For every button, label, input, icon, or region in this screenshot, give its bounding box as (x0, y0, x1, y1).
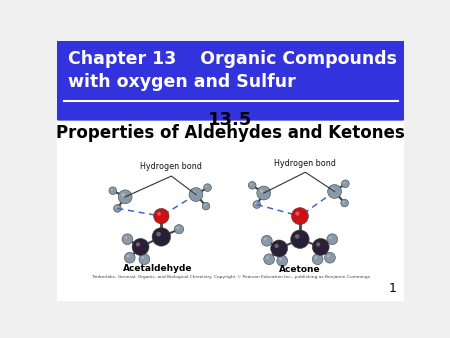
Text: Acetaldehyde: Acetaldehyde (123, 264, 192, 273)
Circle shape (127, 255, 130, 258)
Circle shape (153, 209, 169, 224)
Circle shape (328, 185, 342, 198)
Text: Chapter 13    Organic Compounds
with oxygen and Sulfur: Chapter 13 Organic Compounds with oxygen… (68, 50, 397, 91)
Circle shape (250, 183, 252, 185)
Circle shape (141, 256, 144, 259)
Circle shape (118, 190, 132, 204)
Text: 1: 1 (388, 282, 396, 295)
Circle shape (115, 206, 117, 208)
Circle shape (315, 256, 317, 259)
Circle shape (202, 202, 210, 210)
Circle shape (264, 238, 266, 241)
Circle shape (260, 189, 263, 193)
Text: Acetone: Acetone (279, 265, 321, 274)
Circle shape (316, 242, 320, 246)
Circle shape (113, 204, 122, 212)
Circle shape (277, 256, 288, 266)
Circle shape (291, 230, 309, 248)
Circle shape (343, 182, 345, 184)
Circle shape (295, 212, 300, 216)
Circle shape (261, 235, 272, 246)
FancyBboxPatch shape (54, 37, 408, 305)
Circle shape (327, 255, 330, 258)
Circle shape (292, 208, 308, 224)
Circle shape (156, 232, 161, 237)
Circle shape (266, 256, 269, 259)
Circle shape (312, 254, 323, 265)
Circle shape (157, 212, 161, 216)
Text: Timberlake, General, Organic, and Biological Chemistry. Copyright © Pearson Educ: Timberlake, General, Organic, and Biolog… (91, 275, 370, 280)
Circle shape (125, 236, 127, 239)
Circle shape (189, 188, 203, 201)
Text: Hydrogen bond: Hydrogen bond (140, 163, 202, 171)
Circle shape (122, 193, 125, 196)
Circle shape (312, 238, 329, 256)
Circle shape (279, 258, 282, 261)
Circle shape (342, 201, 344, 203)
Circle shape (270, 240, 288, 257)
Circle shape (111, 189, 112, 191)
FancyBboxPatch shape (54, 37, 408, 121)
Circle shape (136, 242, 140, 246)
Circle shape (152, 228, 171, 246)
Circle shape (257, 186, 270, 200)
Circle shape (329, 236, 332, 239)
Circle shape (132, 238, 149, 256)
Text: 13.5: 13.5 (208, 112, 253, 129)
Circle shape (175, 224, 184, 234)
Circle shape (264, 254, 274, 265)
Circle shape (253, 201, 261, 209)
Circle shape (295, 234, 299, 239)
Bar (60, 101, 401, 116)
Circle shape (341, 199, 348, 207)
Circle shape (324, 252, 335, 263)
Circle shape (331, 188, 334, 191)
Text: Hydrogen bond: Hydrogen bond (274, 159, 336, 168)
Circle shape (342, 180, 349, 188)
Circle shape (122, 234, 133, 245)
Circle shape (274, 244, 279, 248)
Circle shape (109, 187, 117, 195)
Circle shape (204, 184, 211, 192)
Circle shape (255, 202, 256, 204)
Circle shape (192, 191, 196, 194)
Circle shape (139, 254, 150, 265)
Text: Properties of Aldehydes and Ketones: Properties of Aldehydes and Ketones (56, 124, 405, 142)
Circle shape (204, 204, 206, 206)
Circle shape (205, 186, 207, 188)
Circle shape (327, 234, 338, 245)
Circle shape (248, 182, 256, 189)
Circle shape (124, 252, 135, 263)
Circle shape (176, 227, 179, 229)
